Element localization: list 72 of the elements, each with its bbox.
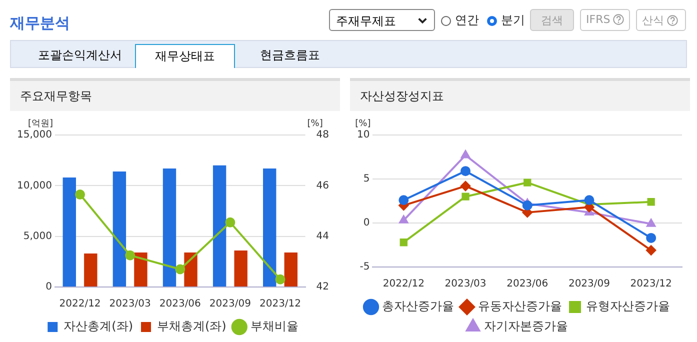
x-tick-label: 2023/03: [109, 298, 151, 310]
bar: [284, 252, 298, 286]
x-tick-label: 2023/09: [209, 298, 251, 310]
point: [400, 238, 408, 246]
point: [462, 192, 470, 200]
bar: [84, 254, 98, 286]
point: [460, 166, 471, 176]
bar: [162, 168, 176, 286]
y2-tick-label: 46: [316, 180, 330, 192]
point: [522, 200, 532, 210]
point: [646, 232, 656, 243]
bar: [234, 250, 248, 286]
point: [584, 195, 594, 206]
point: [461, 150, 470, 158]
legend-label: 자산총계(좌): [64, 319, 134, 334]
bar: [134, 252, 148, 286]
x-tick-label: 2023/12: [630, 278, 672, 290]
x-tick-label: 2023/06: [506, 278, 548, 290]
text: IFRS: [580, 9, 630, 31]
x-tick-label: 2023/12: [259, 298, 302, 310]
point: [398, 195, 409, 206]
bar: [62, 178, 76, 286]
point: [647, 198, 655, 206]
y-tick-label: 10: [356, 130, 370, 141]
y-tick-label: 5: [363, 174, 370, 185]
y-axis-title: [%]: [355, 118, 371, 129]
dropdown: 주재무제표: [329, 9, 435, 31]
y2-axis-title: [%]: [307, 118, 323, 129]
point: [75, 190, 86, 200]
x-tick-label: 2023/06: [159, 298, 201, 310]
text: 현금흐름표: [259, 47, 321, 64]
chart-title: 주요재무항목: [10, 81, 340, 111]
y2-tick-label: 44: [316, 230, 330, 242]
x-tick-label: 2023/03: [444, 278, 486, 290]
y-tick-label: 0: [363, 218, 370, 229]
chart-title: 자산성장성지표: [350, 81, 690, 111]
point: [175, 264, 186, 274]
point: [646, 245, 656, 256]
y-tick-label: -5: [360, 262, 370, 273]
bar: [184, 252, 198, 286]
x-tick-label: 2022/12: [382, 278, 424, 290]
bar: [263, 168, 276, 286]
point: [646, 218, 656, 227]
text: 재무분석: [10, 14, 70, 33]
point: [275, 274, 286, 284]
point: [524, 178, 532, 186]
text: 검색: [530, 9, 574, 31]
legend-label: 자기자본증가율: [484, 319, 568, 334]
legend-label: 유동자산증가율: [478, 299, 562, 314]
bar: [112, 171, 126, 286]
point: [460, 181, 471, 192]
point: [125, 250, 136, 260]
x-tick-label: 2023/09: [568, 278, 610, 290]
y-tick-label: 0: [46, 282, 52, 293]
legend-label: 부채총계(좌): [157, 319, 226, 334]
y-tick-label: 5,000: [23, 230, 52, 242]
legend-label: 부채비율: [250, 319, 298, 334]
text: 포괄손익계산서: [37, 47, 123, 64]
y-tick-label: 15,000: [16, 130, 52, 141]
y2-tick-label: 42: [316, 282, 330, 293]
text: 연간: [454, 13, 479, 27]
x-tick-label: 2022/12: [59, 298, 101, 310]
text: 산식: [636, 9, 686, 31]
y-tick-label: 10,000: [16, 180, 52, 192]
legend-label: 총자산증가율: [382, 299, 454, 314]
bar: [212, 165, 226, 286]
point: [225, 217, 236, 228]
text: 분기: [500, 13, 525, 27]
y-axis-title: [억원]: [28, 118, 53, 129]
y2-tick-label: 48: [316, 130, 330, 141]
point: [399, 215, 408, 224]
legend-label: 유형자산증가율: [586, 299, 670, 314]
